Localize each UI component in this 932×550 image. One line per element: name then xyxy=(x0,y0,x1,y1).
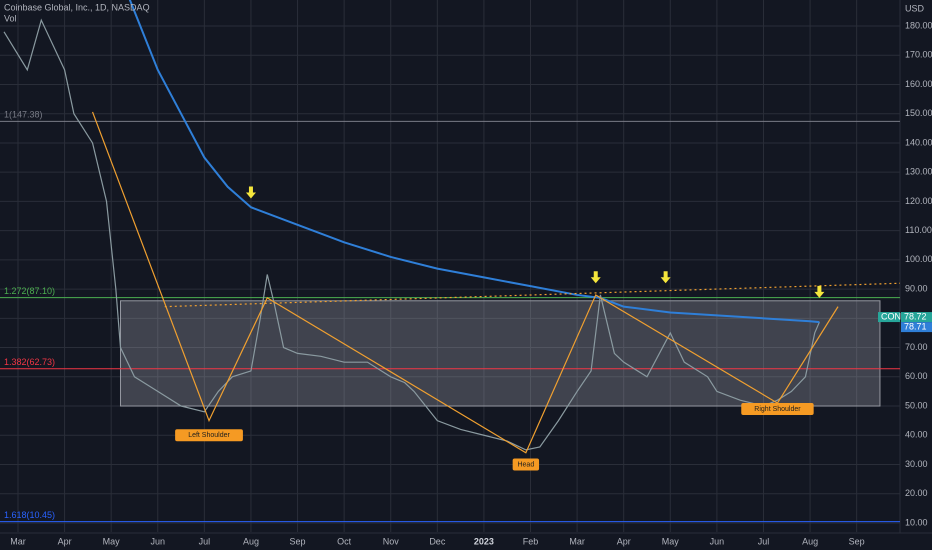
x-tick-label: Dec xyxy=(429,536,446,546)
y-tick-label: 100.00 xyxy=(905,254,932,264)
volume-label: Vol xyxy=(4,13,17,23)
fib-label: 1(147.38) xyxy=(4,110,43,120)
annotation: Head xyxy=(517,461,534,468)
x-tick-label: May xyxy=(662,536,680,546)
moving-average xyxy=(128,0,820,324)
price-tag xyxy=(901,312,932,323)
x-tick-label: 2023 xyxy=(474,536,494,546)
x-tick-label: Aug xyxy=(802,536,818,546)
symbol-tag xyxy=(878,312,900,323)
arrow-marker xyxy=(814,285,825,298)
price-tag xyxy=(901,322,932,333)
x-tick-label: Feb xyxy=(523,536,539,546)
x-tick-label: May xyxy=(103,536,121,546)
fib-label: 1.382(62.73) xyxy=(4,357,55,367)
x-tick-label: Apr xyxy=(617,536,631,546)
y-tick-label: 20.00 xyxy=(905,488,928,498)
plot: 1(147.38) 1.272(87.10) 1.382(62.73) 1.618(1… xyxy=(0,0,901,532)
y-tick-label: 90.00 xyxy=(905,283,928,293)
y-tick-label: 60.00 xyxy=(905,371,928,381)
y-tick-label: 130.00 xyxy=(905,167,932,177)
y-tick-label: 40.00 xyxy=(905,430,928,440)
x-tick-label: Jul xyxy=(199,536,211,546)
currency: USD xyxy=(905,3,925,13)
y-tick-label: 10.00 xyxy=(905,517,928,527)
y-tick-label: 140.00 xyxy=(905,137,932,147)
fib-label: 1.618(10.45) xyxy=(4,510,55,520)
y-tick-label: 160.00 xyxy=(905,79,932,89)
arrow-marker xyxy=(590,271,601,284)
x-tick-label: Sep xyxy=(290,536,306,546)
y-tick-label: 150.00 xyxy=(905,108,932,118)
annotation-box xyxy=(512,458,540,471)
arrow-marker xyxy=(245,186,256,199)
x-tick-label: Jul xyxy=(758,536,770,546)
y-tick-label: 110.00 xyxy=(905,225,932,235)
price-tag-value: 78.72 xyxy=(904,311,927,321)
price-line xyxy=(3,18,820,451)
x-tick-label: Jun xyxy=(151,536,166,546)
y-tick-label: 70.00 xyxy=(905,342,928,352)
chart-title: Coinbase Global, Inc., 1D, NASDAQ xyxy=(4,2,150,12)
x-tick-label: Apr xyxy=(58,536,72,546)
symbol-tag-label: CON xyxy=(881,311,901,321)
fib-label: 1.272(87.10) xyxy=(4,286,55,296)
x-tick-label: Aug xyxy=(243,536,259,546)
x-tick-label: Sep xyxy=(849,536,865,546)
x-tick-label: Jun xyxy=(710,536,725,546)
price-tag-value: 78.71 xyxy=(904,321,927,331)
annotation-box xyxy=(175,429,243,442)
y-tick-label: 30.00 xyxy=(905,459,928,469)
annotation: Right Shoulder xyxy=(754,406,801,413)
price-zone xyxy=(119,300,881,407)
y-tick-label: 170.00 xyxy=(905,50,932,60)
y-tick-label: 50.00 xyxy=(905,400,928,410)
arrow-marker xyxy=(660,271,671,284)
annotation: Left Shoulder xyxy=(188,432,230,439)
annotation-box xyxy=(741,402,814,415)
y-tick-label: 180.00 xyxy=(905,20,932,30)
x-tick-label: Mar xyxy=(569,536,585,546)
x-tick-label: Nov xyxy=(383,536,400,546)
x-tick-label: Oct xyxy=(337,536,352,546)
y-tick-label: 120.00 xyxy=(905,196,932,206)
x-tick-label: Mar xyxy=(10,536,26,546)
